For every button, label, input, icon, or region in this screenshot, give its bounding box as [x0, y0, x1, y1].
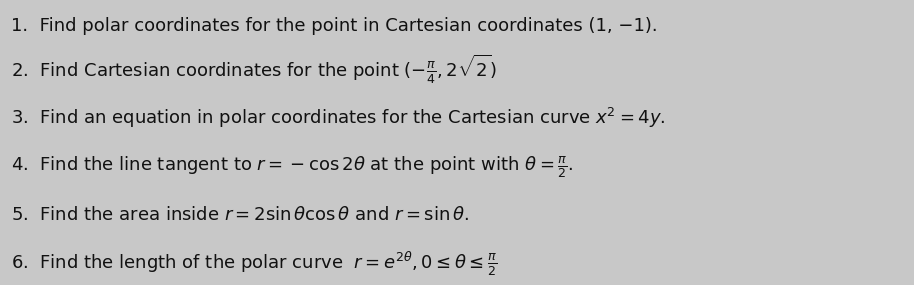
Text: 6.  Find the length of the polar curve  $r = e^{2\theta}, 0 \leq \theta \leq \fr: 6. Find the length of the polar curve $r… [11, 249, 497, 278]
Text: 2.  Find Cartesian coordinates for the point $(-\frac{\pi}{4}, 2\sqrt{2})$: 2. Find Cartesian coordinates for the po… [11, 53, 496, 86]
Text: 5.  Find the area inside $r = 2\sin\theta\cos\theta$ and $r = \sin\theta$.: 5. Find the area inside $r = 2\sin\theta… [11, 206, 469, 224]
Text: 3.  Find an equation in polar coordinates for the Cartesian curve $x^2 = 4y$.: 3. Find an equation in polar coordinates… [11, 106, 665, 130]
Text: 1.  Find polar coordinates for the point in Cartesian coordinates (1, −1).: 1. Find polar coordinates for the point … [11, 17, 657, 35]
Text: 4.  Find the line tangent to $r = -\cos 2\theta$ at the point with $\theta = \fr: 4. Find the line tangent to $r = -\cos 2… [11, 154, 574, 180]
